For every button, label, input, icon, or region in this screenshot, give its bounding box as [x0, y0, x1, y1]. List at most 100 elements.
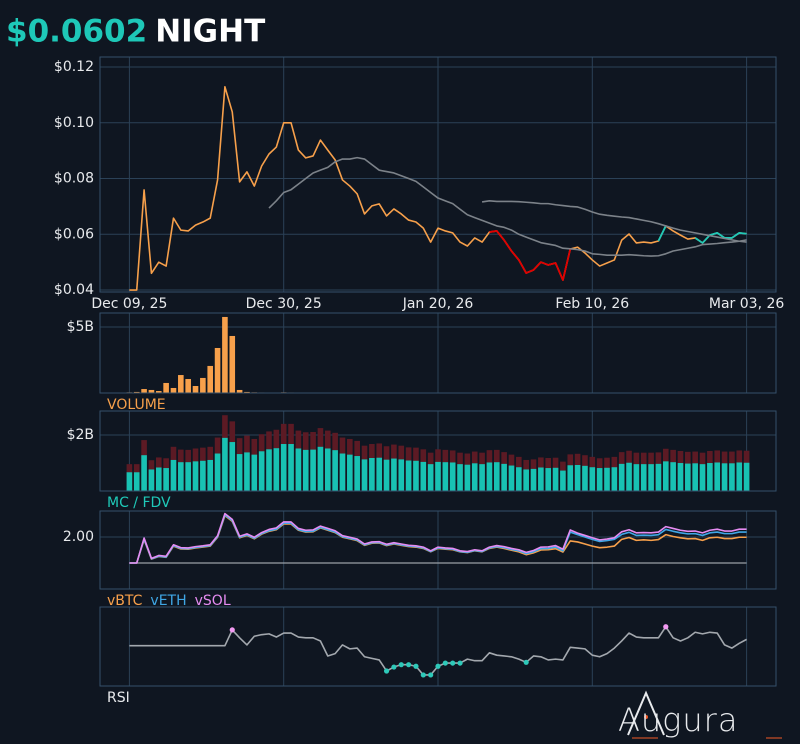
bar [258, 451, 265, 491]
bar [126, 472, 133, 491]
bar [332, 450, 338, 491]
bar [435, 461, 441, 491]
legend-entry: vETH [150, 593, 186, 609]
bar [383, 459, 390, 491]
bar [295, 448, 302, 491]
bar [155, 391, 162, 393]
y-tick-label: $5B [67, 319, 94, 335]
bar [493, 462, 500, 491]
bar [677, 463, 684, 491]
line-highlight [657, 225, 667, 242]
bar [222, 437, 228, 491]
bar [670, 462, 676, 491]
logo-mark [627, 690, 665, 736]
bar [457, 464, 463, 491]
x-tick-label: Jan 20, 26 [402, 296, 474, 312]
bar [449, 462, 456, 491]
bar [427, 464, 434, 491]
panel-frame [99, 56, 777, 293]
bar [471, 463, 478, 491]
bar [729, 463, 735, 491]
bar [420, 461, 427, 491]
bar [214, 453, 221, 491]
bar [574, 464, 581, 491]
panel-frame [99, 312, 777, 394]
bar [207, 365, 214, 393]
bar [200, 377, 206, 393]
bar [589, 467, 596, 491]
x-tick-label: Dec 09, 25 [91, 296, 167, 312]
bar [442, 462, 449, 491]
overbought-dot [229, 627, 235, 633]
bar [618, 463, 625, 491]
oversold-dot [398, 662, 404, 668]
bar [662, 461, 669, 491]
oversold-dot [406, 662, 412, 668]
line [129, 86, 747, 291]
bar [185, 462, 191, 491]
oversold-dot [428, 672, 434, 678]
bar [229, 335, 236, 393]
oversold-dot [457, 660, 463, 666]
bar [611, 467, 618, 491]
bar [413, 460, 419, 491]
bar [141, 389, 147, 393]
bar [501, 463, 507, 491]
bar [251, 454, 258, 491]
bar [567, 465, 574, 491]
y-tick-label: $0.04 [54, 282, 94, 298]
bar [324, 448, 331, 491]
bar [376, 457, 383, 491]
y-tick-label: 2.00 [63, 529, 94, 545]
bar [721, 463, 728, 491]
bar [626, 462, 632, 491]
line [129, 512, 747, 564]
bar [317, 446, 324, 491]
bar [516, 467, 522, 491]
bar [214, 347, 221, 393]
bar [155, 467, 162, 491]
bar [339, 453, 346, 491]
bar [192, 386, 199, 393]
bar [222, 316, 228, 393]
bar [361, 459, 368, 491]
overbought-dot [663, 624, 669, 630]
bar [714, 462, 721, 491]
oversold-dot [442, 660, 448, 666]
bar [229, 442, 236, 491]
legend-entry: vBTC [107, 593, 143, 609]
line-highlight [694, 232, 747, 244]
line [268, 156, 747, 257]
bar [538, 467, 544, 491]
x-tick-label: Dec 30, 25 [246, 296, 322, 312]
x-tick-label: Feb 10, 26 [555, 296, 629, 312]
y-tick-label: $0.10 [54, 115, 94, 131]
bar [398, 459, 405, 491]
symbol-heading: NIGHT [155, 14, 265, 50]
bar [405, 460, 412, 491]
bar [685, 463, 691, 491]
bar [148, 389, 155, 393]
panel-title: VOLUME [107, 397, 166, 413]
bar [464, 464, 471, 491]
line-highlight [489, 230, 572, 281]
bar [163, 382, 169, 393]
bar [633, 464, 640, 491]
bar [163, 468, 169, 491]
bar [133, 391, 140, 393]
bar [170, 459, 177, 491]
panel-frame [99, 510, 777, 590]
bar [486, 462, 493, 491]
panel-title: MC / FDV [107, 495, 171, 511]
bar [582, 465, 588, 491]
bar [236, 389, 243, 393]
y-tick-label: $0.08 [54, 171, 94, 187]
bar [707, 463, 713, 491]
price-heading: $0.0602 [6, 14, 147, 50]
bar [280, 444, 287, 491]
oversold-dot [383, 668, 390, 674]
bar [479, 464, 485, 491]
bar [530, 468, 537, 491]
bar [178, 462, 184, 491]
